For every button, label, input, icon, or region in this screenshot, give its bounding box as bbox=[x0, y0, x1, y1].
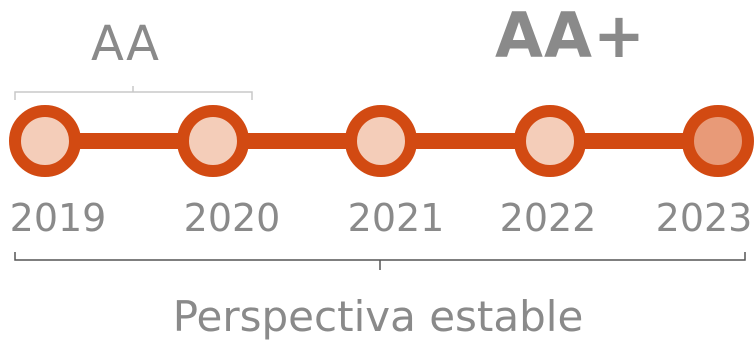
rating-label-aa: AA bbox=[91, 16, 161, 72]
outlook-label: Perspectiva estable bbox=[172, 292, 584, 341]
year-label-2019: 2019 bbox=[9, 196, 107, 240]
aa-period-bracket bbox=[14, 86, 253, 100]
timeline-nodes bbox=[9, 105, 754, 177]
year-label-2022: 2022 bbox=[499, 196, 597, 240]
year-label-2023: 2023 bbox=[655, 196, 753, 240]
year-node-2022 bbox=[514, 105, 586, 177]
rating-label-aa-plus: AA+ bbox=[495, 0, 646, 72]
outlook-bracket bbox=[14, 252, 746, 270]
year-node-2021 bbox=[345, 105, 417, 177]
year-node-2023 bbox=[682, 105, 754, 177]
year-node-2020 bbox=[177, 105, 249, 177]
year-label-2021: 2021 bbox=[347, 196, 445, 240]
year-node-2019 bbox=[9, 105, 81, 177]
year-label-2020: 2020 bbox=[183, 196, 281, 240]
